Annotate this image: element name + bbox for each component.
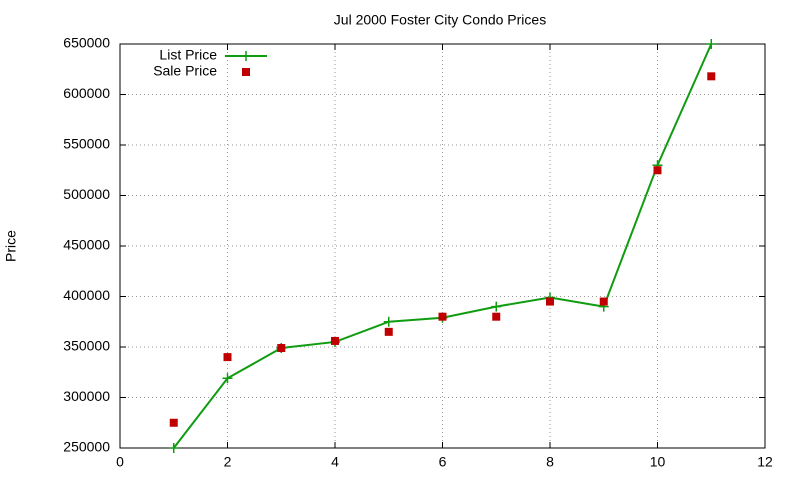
x-tick-label: 6: [439, 454, 447, 470]
y-tick-label: 400000: [63, 287, 110, 303]
legend-label: List Price: [159, 47, 217, 63]
plot-frame: [119, 43, 766, 449]
data-point: [277, 344, 286, 353]
data-point: [384, 327, 393, 336]
y-tick-label: 650000: [63, 35, 110, 51]
data-point: [222, 373, 233, 384]
data-point: [653, 166, 662, 175]
data-point: [223, 353, 232, 362]
x-tick-label: 10: [650, 454, 666, 470]
data-point: [242, 68, 250, 76]
data-point: [241, 51, 251, 61]
data-point: [707, 72, 716, 81]
data-point: [546, 297, 554, 306]
data-point: [383, 316, 394, 327]
data-point: [599, 297, 608, 306]
y-tick-label: 450000: [63, 237, 110, 253]
x-tick-label: 4: [331, 454, 339, 470]
y-tick-label: 550000: [63, 136, 110, 152]
legend-label: Sale Price: [153, 63, 217, 79]
data-point: [331, 336, 339, 345]
data-point: [169, 418, 178, 427]
x-tick-label: 12: [757, 454, 773, 470]
data-point: [492, 312, 501, 321]
x-tick-label: 2: [224, 454, 232, 470]
y-tick-label: 600000: [63, 85, 110, 101]
data-point: [706, 39, 717, 49]
data-point: [438, 312, 447, 321]
data-point: [168, 443, 179, 453]
x-tick-label: 0: [116, 454, 124, 470]
x-tick-label: 8: [546, 454, 554, 470]
y-axis-label: Price: [3, 230, 19, 262]
chart-title: Jul 2000 Foster City Condo Prices: [334, 12, 546, 28]
y-tick-label: 300000: [63, 388, 110, 404]
y-tick-label: 250000: [63, 439, 110, 455]
y-tick-label: 500000: [63, 186, 110, 202]
y-tick-label: 350000: [63, 338, 110, 354]
data-point: [491, 301, 502, 312]
